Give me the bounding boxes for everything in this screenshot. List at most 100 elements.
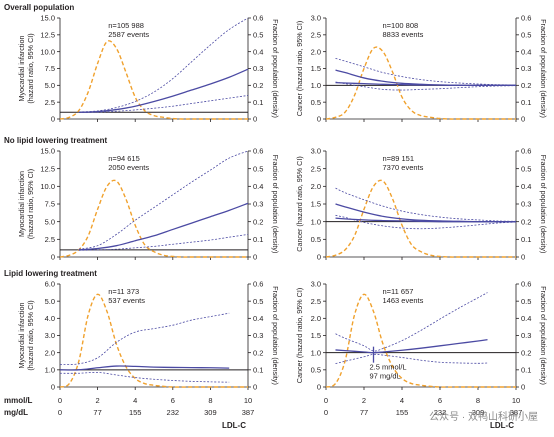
series-estimate (78, 202, 249, 251)
y-tick-label: 0 (51, 383, 55, 392)
x-axis-label-mgdl: mg/dL (4, 408, 28, 417)
marker-note: 97 mg/dL (370, 372, 401, 381)
y2-tick-label: 0.3 (253, 200, 263, 209)
y-axis-label: Myocardial infarction (17, 36, 26, 102)
x-tick-label-mgdl: 232 (167, 408, 180, 417)
y-tick-label: 5.0 (45, 81, 55, 90)
x-tick-label-mmol: 0 (58, 396, 62, 405)
series-ci-lower (59, 371, 230, 383)
chart-panel-3: No lipid lowering treatment 0 2.5 5.0 7.5 10.… (4, 136, 280, 262)
y-tick-label: 2.5 (45, 235, 55, 244)
y2-axis-label: Fraction of population (density) (271, 155, 280, 254)
y2-tick-label: 0.1 (521, 365, 531, 374)
chart-panel-1: Overall population 0 2.5 5.0 7.5 10.0 12.5 15.0… (4, 3, 280, 124)
y-axis-label: (hazard ratio, 95% CI) (26, 33, 35, 103)
y2-tick-label: 0 (253, 253, 257, 262)
y-tick-label: 6.0 (45, 280, 55, 289)
x-tick-label-mgdl: 0 (324, 408, 328, 417)
sample-annotation: n=89 151 (383, 154, 415, 163)
y2-tick-label: 0.1 (521, 235, 531, 244)
y2-axis-label: Fraction of population (density) (271, 19, 280, 118)
series-ci-upper (335, 187, 517, 222)
y-tick-label: 5.0 (45, 297, 55, 306)
sample-annotation: 537 events (108, 296, 145, 305)
y2-tick-label: 0.6 (521, 280, 531, 289)
y2-tick-label: 0.4 (253, 182, 263, 191)
y2-tick-label: 0 (521, 383, 525, 392)
series-ci-upper (78, 150, 249, 250)
y-tick-label: 0 (317, 383, 321, 392)
y-axis-label: Cancer (hazard ratio, 95% CI) (295, 156, 304, 251)
series-ci-upper (59, 312, 230, 366)
y-tick-label: 1.0 (311, 348, 321, 357)
panel-title: Lipid lowering treatment (4, 269, 97, 278)
y-tick-label: 2.0 (311, 182, 321, 191)
watermark-text: 公众号 · 双鸭山科研小屋 (429, 412, 538, 423)
y2-tick-label: 0.3 (521, 64, 531, 73)
y-tick-label: 1.5 (311, 64, 321, 73)
y-axis-label: Cancer (hazard ratio, 95% CI) (295, 288, 304, 383)
y-tick-label: 0.5 (311, 365, 321, 374)
y2-tick-label: 0.4 (521, 47, 531, 56)
y2-tick-label: 0.5 (253, 30, 263, 39)
chart-panel-2: 0 0.5 1.0 1.5 2.0 2.5 3.0 0 0.1 0.2 0.3 0.4 0.5 0.6 Ca… (295, 14, 548, 124)
y-tick-label: 0 (317, 115, 321, 124)
series-ci-upper (78, 17, 249, 113)
y-tick-label: 2.5 (311, 164, 321, 173)
x-tick-label-mmol: 10 (244, 396, 252, 405)
y2-tick-label: 0.5 (253, 297, 263, 306)
x-tick-label-mmol: 0 (324, 396, 328, 405)
y2-tick-label: 0.6 (253, 14, 263, 23)
y-tick-label: 1.5 (311, 200, 321, 209)
y2-axis-label: Fraction of population (density) (539, 19, 548, 118)
panel-title: No lipid lowering treatment (4, 136, 107, 145)
y-axis-label: (hazard ratio, 95% CI) (26, 169, 35, 239)
y-tick-label: 0 (51, 115, 55, 124)
y2-tick-label: 0 (253, 115, 257, 124)
y2-tick-label: 0.5 (521, 164, 531, 173)
y2-tick-label: 0.2 (521, 348, 531, 357)
y-tick-label: 5.0 (45, 217, 55, 226)
density-curve (325, 293, 516, 388)
y-tick-label: 2.5 (45, 98, 55, 107)
x-tick-label-mmol: 6 (171, 396, 175, 405)
marker-note: 2.5 mmol/L (370, 363, 407, 372)
y-tick-label: 10.0 (40, 47, 55, 56)
chart-panel-6: 0 0.5 1.0 1.5 2.0 2.5 3.0 0 0.1 0.2 0.3 0.4 0.5 0.6 Ca… (295, 280, 548, 392)
y-axis-label: Myocardial infarction (17, 171, 26, 237)
x-tick-label-mgdl: 77 (360, 408, 368, 417)
sample-annotation: 8833 events (383, 30, 424, 39)
y-tick-label: 15.0 (40, 14, 55, 23)
y2-tick-label: 0.6 (253, 147, 263, 156)
x-tick-label-mmol: 4 (400, 396, 404, 405)
density-curve (59, 40, 248, 120)
y-tick-label: 0 (317, 253, 321, 262)
y2-tick-label: 0.4 (253, 314, 263, 323)
y2-tick-label: 0.6 (521, 147, 531, 156)
sample-annotation: 7370 events (383, 163, 424, 172)
series-ci-upper (335, 58, 517, 86)
y2-tick-label: 0.5 (521, 297, 531, 306)
series-ci-upper (335, 292, 488, 352)
y2-tick-label: 0.1 (253, 235, 263, 244)
sample-annotation: n=11 657 (383, 287, 414, 296)
y-tick-label: 3.0 (311, 14, 321, 23)
y-tick-label: 2.0 (311, 47, 321, 56)
sample-annotation: n=105 988 (108, 21, 144, 30)
panel-title: Overall population (4, 3, 74, 12)
series-ci-lower (335, 353, 488, 365)
y-axis-label: (hazard ratio, 95% CI) (26, 300, 35, 370)
series-ci-lower (335, 81, 517, 91)
y-tick-label: 7.5 (45, 64, 55, 73)
y-tick-label: 3.0 (311, 280, 321, 289)
y2-axis-label: Fraction of population (density) (539, 286, 548, 385)
x-tick-label-mgdl: 309 (472, 408, 485, 417)
y-tick-label: 4.0 (45, 314, 55, 323)
y-tick-label: 7.5 (45, 200, 55, 209)
sample-annotation: n=100 808 (383, 21, 419, 30)
y2-tick-label: 0.5 (253, 164, 263, 173)
series-estimate (335, 338, 488, 354)
y-tick-label: 2.5 (311, 30, 321, 39)
x-tick-label-mgdl: 387 (242, 408, 255, 417)
